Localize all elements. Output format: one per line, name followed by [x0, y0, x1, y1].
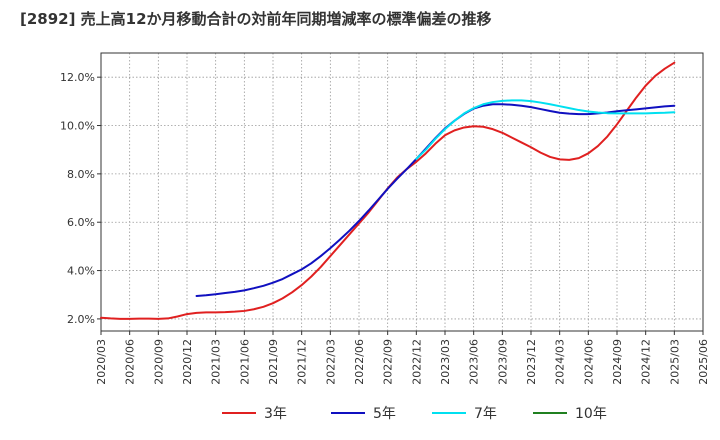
chart-title: [2892] 売上高12か月移動合計の対前年同期増減率の標準偏差の推移	[20, 10, 492, 28]
x-tick-label: 2020/09	[152, 339, 165, 385]
legend-layer: 3年 5年 7年 10年	[222, 406, 607, 422]
legend-label-1: 3年	[264, 406, 287, 422]
axis-layer: 2.0% 4.0% 6.0% 8.0% 10.0% 12.0% 2020/03 2020/06…	[60, 52, 710, 385]
x-tick-label: 2020/06	[124, 339, 137, 385]
y-tick-label: 12.0%	[60, 71, 95, 84]
series-line-2	[195, 103, 676, 297]
y-tick-label: 8.0%	[67, 168, 95, 181]
x-tick-label: 2024/06	[582, 339, 595, 385]
y-tick-label: 6.0%	[67, 216, 95, 229]
y-tick-label: 4.0%	[67, 265, 95, 278]
x-tick-label: 2022/03	[324, 339, 337, 385]
x-tick-label: 2022/06	[353, 339, 366, 385]
legend-label-3: 7年	[474, 406, 497, 422]
series-line-3	[415, 99, 676, 160]
x-tick-label: 2024/03	[554, 339, 567, 385]
y-tick-label: 2.0%	[67, 313, 95, 326]
grid-layer	[100, 53, 704, 331]
plot-frame	[100, 52, 704, 332]
x-tick-label: 2021/03	[210, 339, 223, 385]
legend-label-2: 5年	[373, 406, 396, 422]
x-tick-label: 2022/12	[410, 339, 423, 385]
x-tick-label: 2023/12	[525, 339, 538, 385]
x-tick-label: 2021/06	[238, 339, 251, 385]
x-tick-label: 2021/12	[296, 339, 309, 385]
x-tick-label: 2021/09	[267, 339, 280, 385]
legend-label-4: 10年	[575, 406, 607, 422]
x-tick-label: 2025/06	[697, 339, 710, 385]
x-tick-label: 2024/09	[611, 339, 624, 385]
x-tick-label: 2025/03	[668, 339, 681, 385]
x-tick-label: 2020/03	[95, 339, 108, 385]
x-tick-label: 2024/12	[640, 339, 653, 385]
x-tick-label: 2023/09	[496, 339, 509, 385]
x-tick-label: 2023/03	[439, 339, 452, 385]
x-tick-label: 2020/12	[181, 339, 194, 385]
x-tick-label: 2023/06	[468, 339, 481, 385]
series-layer	[100, 61, 676, 320]
x-tick-label: 2022/09	[382, 339, 395, 385]
y-tick-label: 10.0%	[60, 120, 95, 133]
